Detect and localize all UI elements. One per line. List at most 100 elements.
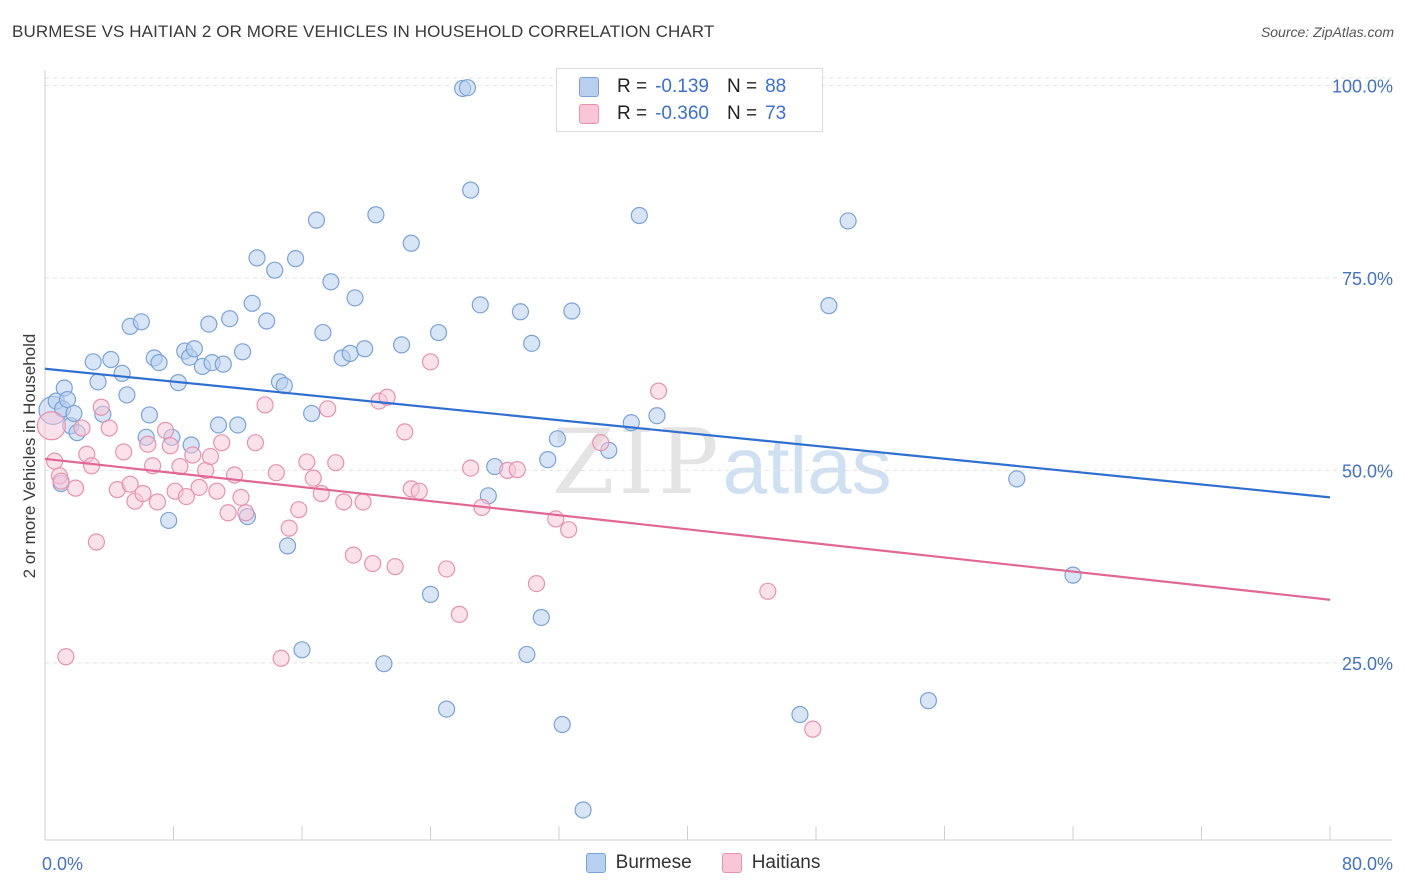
burmese-point <box>113 364 131 382</box>
burmese-point <box>233 343 252 361</box>
burmese-point <box>185 340 203 358</box>
legend-r-label: R = <box>617 76 648 97</box>
haitian-point <box>139 435 157 453</box>
burmese-point <box>58 390 77 409</box>
haitian-point <box>213 434 231 452</box>
legend-item-burmese[interactable]: Burmese <box>585 852 692 874</box>
haitian-point <box>759 582 777 600</box>
haitian-point <box>364 554 382 573</box>
burmese-point <box>214 355 232 373</box>
legend-n-label: N = <box>726 103 758 124</box>
x-tick-label: 80.0% <box>1342 854 1393 874</box>
burmese-point <box>839 212 857 230</box>
haitian-point <box>156 421 175 439</box>
burmese-point <box>421 585 440 603</box>
burmese-point <box>322 273 340 291</box>
legend-label-haitians: Haitians <box>751 852 821 873</box>
legend-label-burmese: Burmese <box>615 852 692 873</box>
burmese-point <box>553 715 571 734</box>
series-legend: Burmese Haitians <box>0 852 1406 874</box>
watermark-atlas: atlas <box>722 421 892 510</box>
legend-r-value: -0.139 <box>655 76 709 97</box>
haitian-point <box>246 434 265 452</box>
burmese-points <box>38 79 1082 819</box>
haitian-point <box>256 396 274 414</box>
burmese-point <box>258 312 276 330</box>
burmese-point <box>511 303 530 321</box>
tick-labels: 25.0% 50.0% 75.0% 100.0% 0.0% 80.0% <box>42 76 1393 874</box>
haitian-point <box>121 475 139 493</box>
burmese-point <box>563 302 581 320</box>
burmese-point <box>229 416 247 434</box>
haitian-point <box>201 447 220 466</box>
burmese-point <box>346 289 364 307</box>
trend-lines <box>44 367 1331 601</box>
haitian-point <box>57 648 75 666</box>
burmese-point <box>341 344 359 362</box>
burmese-point <box>532 608 550 627</box>
haitian-point <box>92 398 110 416</box>
haitian-point <box>177 487 195 506</box>
haitian-trend-line <box>44 457 1331 601</box>
haitian-point <box>73 419 91 437</box>
burmese-point <box>150 354 168 372</box>
burmese-point <box>791 705 809 724</box>
legend-r-label: R = <box>617 103 648 124</box>
legend-row-haitians: R = -0.360 N = 73 <box>579 102 786 126</box>
haitian-point <box>232 488 250 506</box>
haitian-point <box>344 546 362 564</box>
burmese-point <box>630 206 648 225</box>
haitian-point <box>508 461 526 479</box>
haitian-point <box>527 574 546 593</box>
burmese-point <box>84 353 102 371</box>
burmese-point <box>243 294 261 312</box>
burmese-point <box>65 404 83 423</box>
burmese-point <box>307 211 326 229</box>
x-tick-label: 0.0% <box>42 854 83 874</box>
burmese-point <box>200 315 218 333</box>
haitian-point <box>386 558 404 576</box>
haitian-point <box>36 411 67 441</box>
burmese-point <box>648 407 666 425</box>
burmese-point <box>518 645 536 664</box>
haitian-point <box>82 457 101 475</box>
haitian-point <box>319 400 337 418</box>
y-tick-label: 50.0% <box>1342 461 1393 481</box>
y-axis-label: 2 or more Vehicles in Household <box>20 334 39 579</box>
burmese-point <box>392 336 411 354</box>
burmese-point <box>462 181 480 199</box>
burmese-point <box>548 430 566 448</box>
burmese-point <box>1064 566 1082 584</box>
haitian-point <box>161 437 179 455</box>
legend-n-value: 88 <box>765 76 787 97</box>
haitian-point <box>290 501 308 519</box>
haitian-point <box>184 446 202 464</box>
burmese-point <box>539 451 557 469</box>
legend-item-haitians[interactable]: Haitians <box>721 852 821 874</box>
burmese-point <box>356 340 374 358</box>
haitian-point <box>115 443 133 461</box>
haitian-point <box>462 459 480 477</box>
burmese-point <box>429 323 448 342</box>
burmese-swatch <box>579 77 599 97</box>
burmese-point <box>293 641 311 659</box>
chart-source: Source: ZipAtlas.com <box>1260 24 1394 40</box>
burmese-point <box>140 406 159 424</box>
legend-r-value: -0.360 <box>655 103 709 124</box>
burmese-point <box>160 511 178 530</box>
legend-n-value: 73 <box>765 103 787 124</box>
burmese-point <box>314 323 332 342</box>
haitian-point <box>148 493 167 511</box>
burmese-point <box>402 234 420 252</box>
y-tick-label: 100.0% <box>1332 76 1393 96</box>
haitian-point <box>804 720 822 738</box>
haitian-point <box>100 419 118 437</box>
haitian-point <box>280 519 298 537</box>
haitian-point <box>378 388 396 406</box>
burmese-point <box>248 249 266 267</box>
burmese-point <box>919 692 938 710</box>
haitian-point <box>267 464 285 482</box>
haitian-point <box>410 482 428 500</box>
haitian-point <box>335 493 353 511</box>
burmese-trend-line <box>44 367 1331 499</box>
